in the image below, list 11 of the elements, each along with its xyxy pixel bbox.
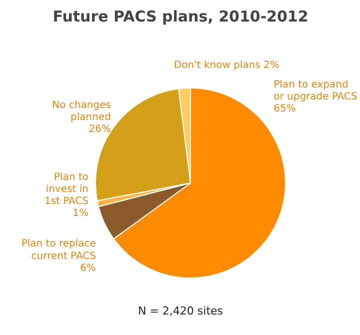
slice-label: Don't know plans 2%: [174, 60, 280, 72]
data-label: 26%: [88, 124, 111, 136]
data-label: 6%: [80, 262, 96, 274]
slice-label: Plan to invest in 1st PACS: [44, 172, 89, 208]
data-label: 1%: [72, 208, 89, 220]
data-label: 65%: [274, 103, 296, 114]
slice-label: No changes planned: [52, 100, 111, 124]
slice-label: Plan to replace current PACS: [21, 238, 96, 262]
text: N = 2,420 sites: [138, 304, 224, 318]
chart-title: Future PACS plans, 2010-2012: [52, 8, 308, 26]
slice-label: Plan to expand or upgrade PACS: [274, 79, 358, 102]
